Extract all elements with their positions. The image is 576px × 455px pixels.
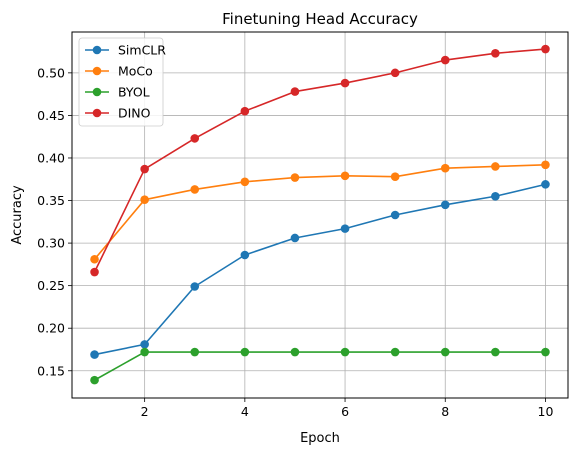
series-line-moco xyxy=(93,163,546,260)
data-point-simclr xyxy=(290,233,300,243)
y-tick-label: 0.40 xyxy=(37,150,65,165)
legend-label-moco: MoCo xyxy=(118,64,153,79)
legend-item-dino: DINO xyxy=(85,106,151,121)
data-point-moco xyxy=(90,254,99,264)
axis-ticks: 2 4 6 8 10 0.15 0.20 0.25 0.30 0.35 0.40 0.45 0.50 xyxy=(37,65,553,419)
y-tick-label: 0.45 xyxy=(37,108,65,123)
data-point-byol xyxy=(140,347,149,357)
data-point-byol xyxy=(440,347,450,357)
data-point-byol xyxy=(90,375,99,385)
series-line-simclr xyxy=(94,183,546,356)
data-point-byol xyxy=(240,347,250,357)
series-line-byol xyxy=(94,351,546,381)
data-point-byol xyxy=(541,347,550,357)
data-point-simclr xyxy=(491,191,500,201)
data-point-dino xyxy=(140,164,149,174)
data-point-dino xyxy=(541,44,550,54)
series-dino xyxy=(90,44,550,277)
chart-title: Finetuning Head Accuracy xyxy=(222,10,418,28)
data-point-byol xyxy=(290,347,300,357)
data-point-byol xyxy=(390,347,400,357)
y-tick-label: 0.25 xyxy=(37,278,65,293)
x-tick-label: 6 xyxy=(341,404,349,419)
y-tick-label: 0.20 xyxy=(37,321,65,336)
data-point-simclr xyxy=(340,224,350,233)
data-point-simclr xyxy=(190,282,200,291)
data-point-byol xyxy=(190,347,200,357)
series-moco xyxy=(90,160,550,264)
y-tick-label: 0.50 xyxy=(37,65,65,80)
data-point-moco xyxy=(541,160,550,170)
data-point-dino xyxy=(340,78,350,88)
y-tick-label: 0.35 xyxy=(37,193,65,208)
legend-label-dino: DINO xyxy=(118,106,151,121)
data-point-byol xyxy=(491,347,500,357)
data-point-simclr xyxy=(140,340,149,349)
legend-item-moco: MoCo xyxy=(85,64,153,79)
x-tick-label: 4 xyxy=(241,404,249,419)
data-point-dino xyxy=(390,68,400,78)
legend: SimCLR MoCo BYOL DINO xyxy=(78,37,166,127)
legend-item-simclr: SimCLR xyxy=(85,43,166,58)
legend-marker-byol xyxy=(92,87,102,97)
data-point-dino xyxy=(290,87,300,96)
y-axis-label: Accuracy xyxy=(10,185,25,245)
data-point-moco xyxy=(190,185,200,194)
data-point-simclr xyxy=(541,180,550,189)
data-point-moco xyxy=(340,171,350,181)
series-byol xyxy=(90,347,550,385)
legend-marker-simclr xyxy=(92,45,102,55)
data-point-dino xyxy=(90,267,99,277)
legend-marker-moco xyxy=(92,66,102,76)
data-point-moco xyxy=(491,162,500,171)
series-lines xyxy=(90,44,550,385)
legend-box xyxy=(78,37,164,127)
plot-frame xyxy=(71,31,569,399)
y-tick-label: 0.15 xyxy=(37,363,65,378)
legend-item-byol: BYOL xyxy=(85,85,150,100)
series-simclr xyxy=(90,180,550,359)
data-point-simclr xyxy=(240,250,250,260)
y-tick-label: 0.30 xyxy=(37,236,65,251)
x-axis-label: Epoch xyxy=(300,431,340,446)
x-tick-label: 2 xyxy=(141,404,149,419)
data-point-moco xyxy=(240,177,250,187)
data-point-dino xyxy=(240,106,250,116)
data-point-moco xyxy=(140,195,149,204)
legend-marker-dino xyxy=(92,108,102,118)
series-line-dino xyxy=(93,48,546,273)
legend-label-simclr: SimCLR xyxy=(118,43,166,58)
data-point-dino xyxy=(440,55,450,65)
data-point-moco xyxy=(440,163,450,173)
data-point-simclr xyxy=(440,200,450,210)
x-tick-label: 10 xyxy=(538,404,554,419)
data-point-moco xyxy=(290,173,300,182)
data-point-simclr xyxy=(90,350,99,359)
data-point-byol xyxy=(340,347,350,357)
data-point-dino xyxy=(190,134,200,143)
data-point-moco xyxy=(390,172,400,181)
legend-label-byol: BYOL xyxy=(118,85,150,100)
x-tick-label: 8 xyxy=(441,404,449,419)
data-point-simclr xyxy=(390,210,400,220)
data-point-dino xyxy=(491,48,500,58)
